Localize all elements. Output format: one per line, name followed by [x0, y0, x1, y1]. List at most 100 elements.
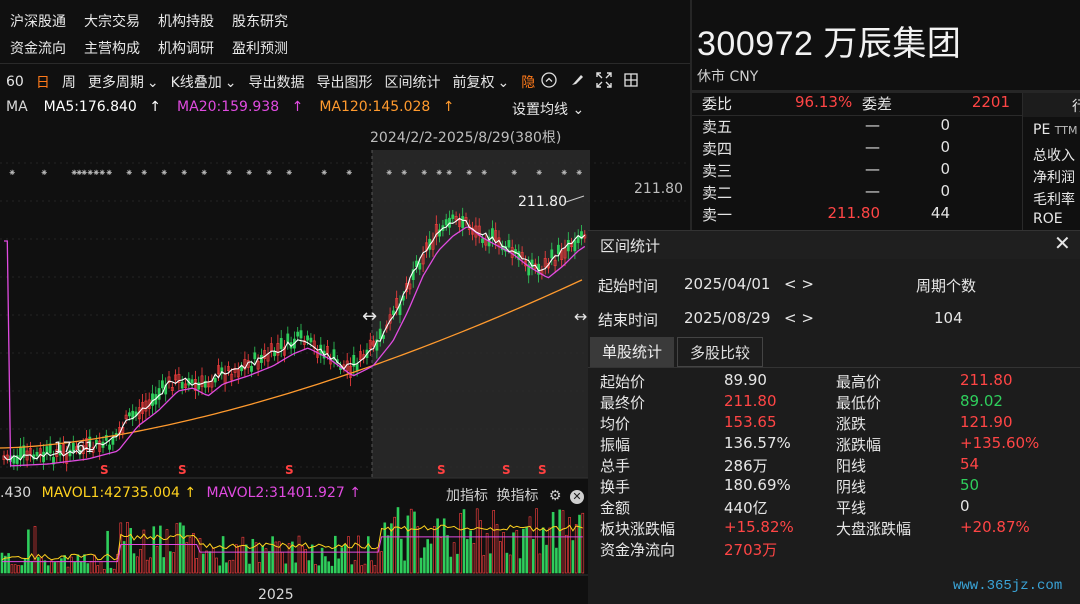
set-ma-dropdown[interactable]: 设置均线 ⌄: [512, 99, 584, 119]
hide-button[interactable]: 隐: [521, 75, 536, 91]
volume-bar: [132, 553, 136, 574]
volume-bar: [162, 557, 165, 574]
volume-bar: [429, 543, 433, 574]
s-marker: S: [100, 463, 109, 477]
volume-bar: [116, 554, 119, 574]
export-data-button[interactable]: 导出数据: [248, 75, 305, 91]
nav-inst-holding[interactable]: 机构持股: [158, 14, 214, 30]
nav-block-trade[interactable]: 大宗交易: [84, 14, 140, 30]
stat-label: 阳线: [836, 457, 867, 475]
volume-bar: [254, 542, 258, 574]
volume-bar: [508, 554, 512, 574]
stat-label: 金额: [600, 499, 631, 517]
nav-row-1: 沪深股通 大宗交易 机构持股 股东研究: [0, 9, 296, 33]
candle-body: [306, 335, 310, 341]
range-drag-handle-icon[interactable]: ↔: [362, 306, 377, 327]
volume-bar: [208, 551, 212, 574]
fin-tab[interactable]: 行: [1072, 99, 1080, 115]
candle-body: [22, 445, 26, 458]
volume-bar: [419, 557, 423, 574]
kline-overlay-label: K线叠加: [170, 75, 222, 91]
range-drag-handle-icon[interactable]: ↔: [574, 307, 587, 326]
stat-label: 均价: [600, 415, 631, 433]
close-icon[interactable]: ✕: [1054, 231, 1071, 255]
market-status: 休市 CNY: [697, 69, 759, 85]
fullscreen-icon[interactable]: [595, 71, 613, 93]
mavol2-label: MAVOL2:31401.927 ↑: [206, 485, 361, 501]
start-time-arrows[interactable]: < >: [784, 275, 814, 293]
ma5-line: [3, 217, 586, 461]
volume-bar: [261, 545, 265, 574]
period-day-button[interactable]: 日: [35, 75, 50, 91]
volume-bar: [79, 561, 83, 574]
price-callout: 211.80: [518, 194, 567, 210]
brush-icon[interactable]: [569, 72, 585, 92]
volume-bar: [182, 525, 185, 574]
ratio-label: 委比: [702, 95, 733, 113]
period-week-button[interactable]: 周: [61, 75, 76, 91]
candle-body: [543, 258, 547, 268]
volume-bar: [192, 533, 195, 574]
nav-main-business[interactable]: 主营构成: [84, 41, 140, 57]
volume-bar: [571, 540, 575, 574]
candle-body: [256, 360, 260, 370]
event-marker: ⁕: [92, 168, 100, 179]
stat-value: 153.65: [724, 413, 777, 431]
event-marker: ⁕: [105, 168, 113, 179]
volume-bar: [165, 529, 169, 574]
range-stats-button[interactable]: 区间统计: [384, 75, 441, 91]
volume-bar: [380, 551, 383, 574]
volume-bar: [403, 560, 406, 574]
end-time-value[interactable]: 2025/08/29: [684, 309, 771, 327]
volume-bar: [383, 522, 387, 574]
candle-body: [180, 381, 184, 389]
stat-value: 211.80: [960, 371, 1013, 389]
volume-bar: [169, 551, 172, 574]
candle-body: [566, 240, 570, 252]
ask-volume: 44: [930, 204, 950, 222]
nav-hk-connect[interactable]: 沪深股通: [10, 14, 66, 30]
chevron-up-circle-icon[interactable]: [541, 72, 557, 92]
start-time-value[interactable]: 2025/04/01: [684, 275, 771, 293]
tab-single-stock[interactable]: 单股统计: [590, 337, 674, 367]
event-marker: ⁕: [265, 168, 273, 179]
stat-label: 阴线: [836, 478, 867, 496]
grid-icon[interactable]: [623, 72, 639, 92]
more-periods-dropdown[interactable]: 更多周期 ⌄: [88, 72, 159, 92]
adjust-dropdown[interactable]: 前复权 ⌄: [452, 72, 509, 92]
add-indicator-button[interactable]: 加指标: [446, 488, 488, 504]
mavol1-label: MAVOL1:42735.004 ↑: [41, 485, 197, 501]
volume-bar: [406, 515, 410, 574]
volume-bar: [390, 523, 393, 574]
event-marker: ⁕: [385, 168, 393, 179]
gear-icon[interactable]: ⚙: [548, 488, 562, 504]
event-marker: ⁕: [535, 168, 543, 179]
tab-multi-stock[interactable]: 多股比较: [677, 337, 763, 367]
switch-indicator-button[interactable]: 换指标: [496, 488, 539, 504]
volume-bar: [551, 511, 555, 574]
volume-bar: [485, 533, 489, 574]
candle-body: [88, 436, 92, 447]
mavol2-value: MAVOL2:31401.927: [206, 485, 345, 501]
volume-bar: [515, 530, 519, 574]
ask-row: 卖二 — 0: [700, 182, 1010, 204]
nav-inst-research[interactable]: 机构调研: [158, 41, 214, 57]
nav-profit-forecast[interactable]: 盈利预测: [232, 41, 288, 57]
end-time-arrows[interactable]: < >: [784, 309, 814, 327]
volume-bar: [251, 538, 255, 574]
volume-bar: [502, 532, 505, 574]
candle-body: [151, 393, 154, 406]
close-icon[interactable]: ✕: [569, 490, 584, 504]
volume-bar: [498, 541, 502, 574]
export-image-button[interactable]: 导出图形: [316, 75, 373, 91]
kline-overlay-dropdown[interactable]: K线叠加 ⌄: [171, 72, 237, 92]
ask-label: 卖四: [702, 140, 733, 158]
nav-shareholder[interactable]: 股东研究: [232, 14, 288, 30]
nav-fund-flow[interactable]: 资金流向: [10, 41, 66, 57]
candle-body: [197, 382, 201, 390]
volume-bar: [122, 541, 126, 574]
volume-bar: [439, 537, 443, 574]
period-60-button[interactable]: 60: [6, 74, 24, 90]
